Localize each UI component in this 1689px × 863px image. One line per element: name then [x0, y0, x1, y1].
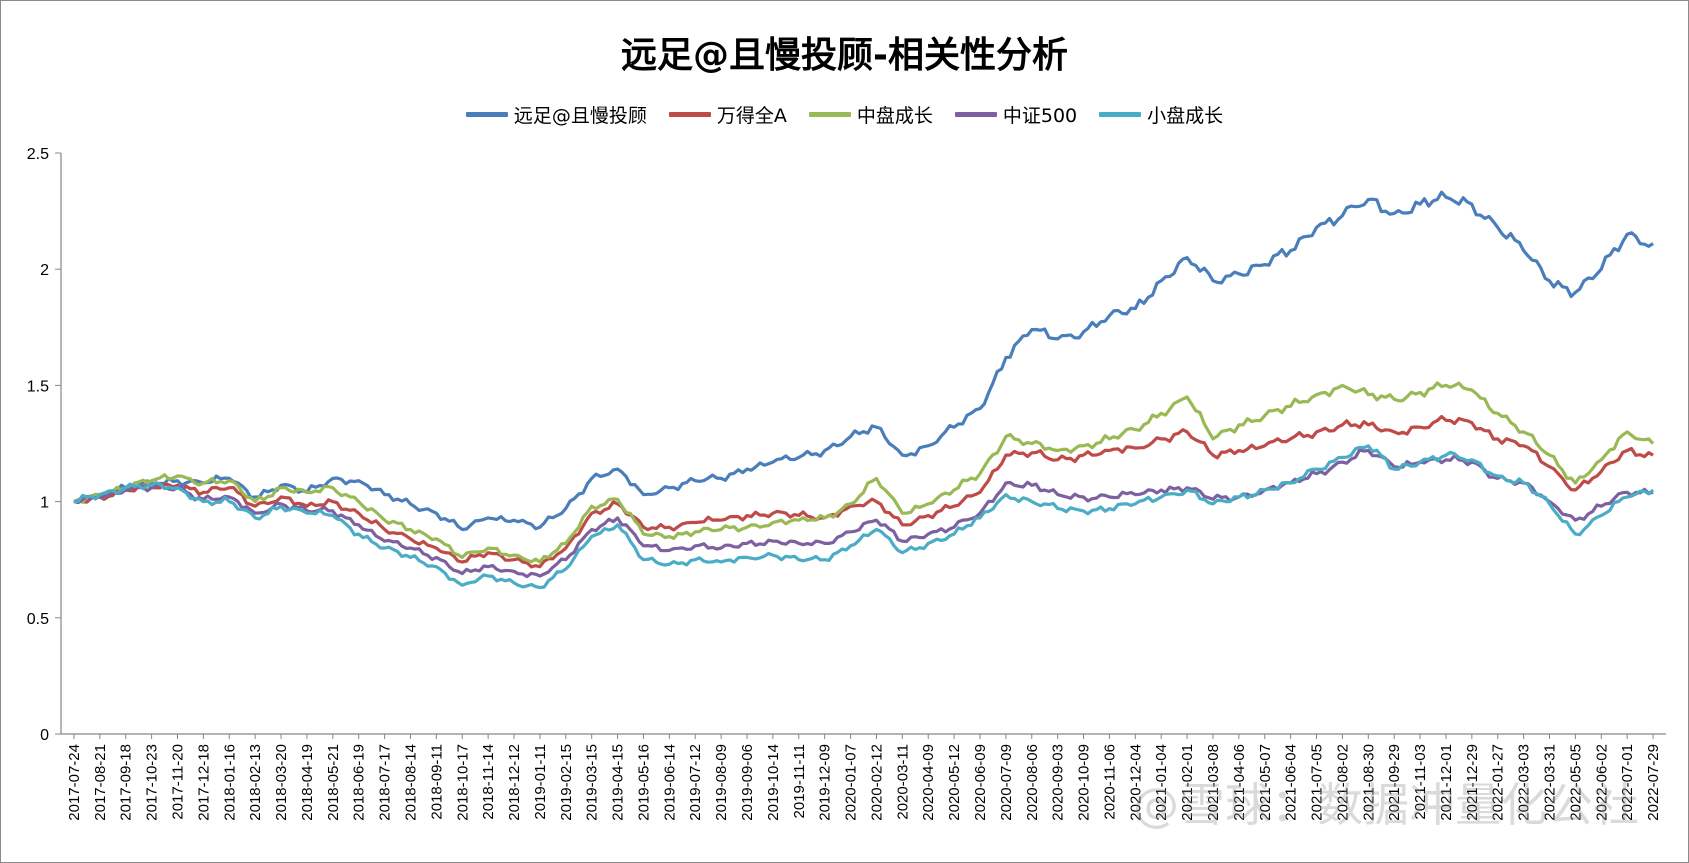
y-tick-label-2: 1 [40, 495, 49, 512]
x-tick-label-52: 2021-11-03 [1412, 744, 1429, 820]
x-tick-label-38: 2020-09-03 [1050, 744, 1067, 821]
legend-swatch-series-1 [668, 112, 711, 117]
x-tick-label-32: 2020-03-11 [894, 744, 911, 820]
legend-item-series-4: 小盘成长 [1099, 101, 1223, 128]
x-tick-label-47: 2021-06-04 [1283, 744, 1300, 821]
x-tick-label-37: 2020-08-06 [1024, 744, 1041, 821]
x-tick-label-29: 2019-12-09 [817, 744, 834, 821]
x-tick-label-40: 2020-11-06 [1101, 744, 1118, 820]
x-tick-label-6: 2018-01-16 [221, 744, 238, 821]
x-tick-label-53: 2021-12-01 [1438, 744, 1455, 821]
x-tick-label-16: 2018-11-14 [480, 744, 497, 820]
x-tick-label-42: 2021-01-04 [1153, 744, 1170, 821]
x-tick-label-9: 2018-04-19 [299, 744, 316, 821]
legend-label-series-3: 中证500 [1002, 105, 1078, 127]
legend-label-series-1: 万得全A [716, 105, 787, 127]
x-tick-label-20: 2019-03-15 [584, 744, 601, 821]
x-tick-label-22: 2019-05-16 [635, 744, 652, 821]
x-tick-label-39: 2020-10-09 [1076, 744, 1093, 821]
y-tick-label-3: 1.5 [27, 378, 49, 395]
x-tick-label-3: 2017-10-23 [144, 744, 161, 821]
x-tick-label-26: 2019-09-06 [739, 744, 756, 821]
x-tick-label-28: 2019-11-11 [791, 744, 808, 819]
x-tick-label-2: 2017-09-18 [118, 744, 135, 821]
legend-swatch-series-2 [808, 112, 851, 117]
legend-item-series-2: 中盘成长 [808, 101, 933, 128]
x-tick-label-57: 2022-03-31 [1542, 744, 1559, 821]
x-tick-label-31: 2020-02-12 [868, 744, 885, 821]
x-tick-label-19: 2019-02-15 [558, 744, 575, 821]
x-tick-label-56: 2022-03-03 [1516, 744, 1533, 821]
x-tick-label-59: 2022-06-02 [1593, 744, 1610, 821]
x-tick-label-14: 2018-09-11 [428, 744, 445, 820]
legend-swatch-series-4 [1099, 112, 1142, 117]
y-tick-label-4: 2 [40, 262, 49, 279]
x-tick-label-51: 2021-09-29 [1386, 744, 1403, 821]
x-tick-label-54: 2021-12-29 [1464, 744, 1481, 821]
chart-title: 远足@且慢投顾-相关性分析 [621, 35, 1068, 76]
x-tick-label-55: 2022-01-27 [1490, 744, 1507, 821]
x-tick-label-1: 2017-08-21 [92, 744, 109, 821]
x-tick-label-11: 2018-06-19 [351, 744, 368, 821]
series-line-1 [73, 415, 1654, 569]
x-tick-label-61: 2022-07-29 [1645, 744, 1662, 821]
x-tick-label-35: 2020-06-09 [972, 744, 989, 821]
x-tick-label-5: 2017-12-18 [195, 744, 212, 821]
x-tick-label-30: 2020-01-07 [843, 744, 860, 821]
x-tick-label-7: 2018-02-13 [247, 744, 264, 821]
x-tick-label-8: 2018-03-20 [273, 744, 290, 821]
x-tick-label-34: 2020-05-12 [946, 744, 963, 821]
legend-item-series-3: 中证500 [954, 101, 1078, 128]
x-tick-label-45: 2021-04-06 [1231, 744, 1248, 821]
series-line-3 [73, 448, 1654, 579]
x-tick-label-33: 2020-04-09 [920, 744, 937, 821]
series-line-4 [73, 444, 1655, 590]
y-tick-label-5: 2.5 [27, 146, 49, 163]
y-tick-label-1: 0.5 [27, 611, 49, 628]
x-tick-label-43: 2021-02-01 [1179, 744, 1196, 821]
x-tick-label-24: 2019-07-12 [687, 744, 704, 821]
x-tick-label-4: 2017-11-20 [169, 744, 186, 820]
x-tick-label-36: 2020-07-09 [998, 744, 1015, 821]
legend-item-series-1: 万得全A [668, 101, 787, 128]
x-tick-label-17: 2018-12-12 [506, 744, 523, 821]
x-tick-label-0: 2017-07-24 [66, 744, 83, 821]
x-tick-label-13: 2018-08-14 [402, 744, 419, 821]
x-tick-label-44: 2021-03-08 [1205, 744, 1222, 821]
series-line-2 [73, 381, 1655, 564]
x-tick-label-58: 2022-05-05 [1567, 744, 1584, 821]
x-tick-label-46: 2021-05-07 [1257, 744, 1274, 821]
x-tick-label-27: 2019-10-14 [765, 744, 782, 821]
chart-legend: 远足@且慢投顾 万得全A 中盘成长 中证500 小盘成长 [0, 101, 1689, 128]
x-tick-label-48: 2021-07-05 [1309, 744, 1326, 821]
x-tick-label-41: 2020-12-04 [1127, 744, 1144, 821]
x-tick-label-49: 2021-08-02 [1334, 744, 1351, 821]
legend-swatch-series-0 [465, 112, 508, 117]
legend-swatch-series-3 [954, 112, 997, 117]
x-tick-label-10: 2018-05-21 [325, 744, 342, 821]
x-tick-label-21: 2019-04-15 [610, 744, 627, 821]
legend-label-series-0: 远足@且慢投顾 [513, 105, 647, 127]
x-tick-label-25: 2019-08-09 [713, 744, 730, 821]
x-tick-label-12: 2018-07-17 [377, 744, 394, 821]
y-tick-label-0: 0 [40, 727, 49, 744]
legend-item-series-0: 远足@且慢投顾 [465, 101, 647, 128]
legend-label-series-2: 中盘成长 [856, 105, 933, 127]
x-tick-label-15: 2018-10-17 [454, 744, 471, 821]
x-tick-label-18: 2019-01-11 [532, 744, 549, 820]
legend-label-series-4: 小盘成长 [1147, 105, 1224, 127]
x-tick-label-50: 2021-08-30 [1360, 744, 1377, 821]
series-line-0 [73, 190, 1654, 532]
x-tick-label-60: 2022-07-01 [1619, 744, 1636, 821]
x-tick-label-23: 2019-06-14 [661, 744, 678, 821]
